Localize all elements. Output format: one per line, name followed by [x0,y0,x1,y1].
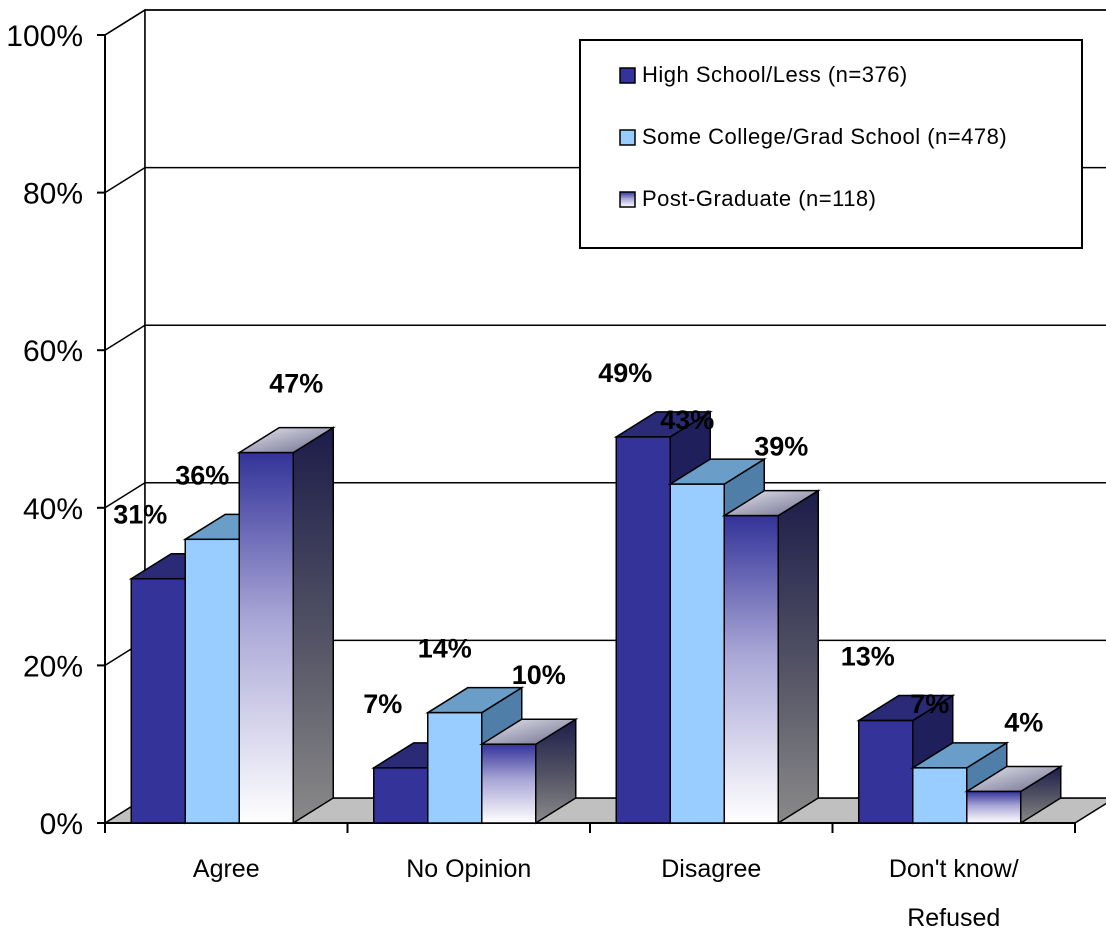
legend-swatch [619,191,636,208]
x-category-label: Refused [907,904,1000,932]
data-label: 43% [660,405,714,435]
legend-label: High School/Less (n=376) [642,62,908,87]
data-label: 7% [363,689,402,719]
x-category-label: Agree [193,855,260,883]
bar-2-3 [964,765,1064,825]
legend-label: Post-Graduate (n=118) [642,186,877,211]
data-label: 36% [175,460,229,490]
data-label: 14% [418,634,472,664]
x-category-label: Disagree [661,855,761,883]
legend: High School/Less (n=376) Some College/Gra… [579,39,1083,249]
legend-swatch [619,129,636,146]
bar-front [427,711,483,824]
legend-swatch [619,67,636,84]
bar-2-2 [721,489,821,825]
bar-front [858,719,914,824]
data-label: 7% [910,689,949,719]
y-tick-label: 40% [23,493,83,526]
gridline-side [104,9,146,36]
bar-front [723,514,779,824]
bar-front [373,767,429,824]
y-tick-label: 80% [23,178,83,211]
bar-front [238,451,294,824]
data-label: 4% [1004,707,1043,737]
y-tick-label: 0% [40,808,83,841]
data-label: 39% [754,432,808,462]
bar-front [669,483,725,824]
gridline-side [104,166,146,194]
x-category-label: No Opinion [406,855,531,883]
data-label: 31% [113,500,167,530]
bar-side [777,489,819,825]
data-label: 10% [512,660,566,690]
data-labels: 31% 7% 49% 13% 36% 14% 43% 7% 47% 10% 39% 4% [113,358,1043,738]
data-label: 13% [841,642,895,672]
data-label: 47% [269,369,323,399]
bar-front [130,577,186,824]
bar-side [292,426,334,825]
data-label: 49% [598,358,652,388]
bar-front [615,436,671,824]
gridline-side [104,482,146,509]
y-tick-label: 60% [23,335,83,368]
bar-series [128,410,1064,825]
legend-box [579,39,1083,249]
bar-2-0 [236,426,336,825]
legend-label: Some College/Grad School (n=478) [642,124,1007,149]
bar-2-1 [479,717,579,825]
bar-front [966,790,1022,824]
gridline-side [104,324,146,351]
bar-front [184,538,240,824]
bar-front [912,767,968,824]
y-tick-label: 20% [23,650,83,683]
bar-front [481,743,537,824]
y-tick-label: 100% [6,20,83,53]
x-category-label: Don't know/ [889,855,1019,883]
